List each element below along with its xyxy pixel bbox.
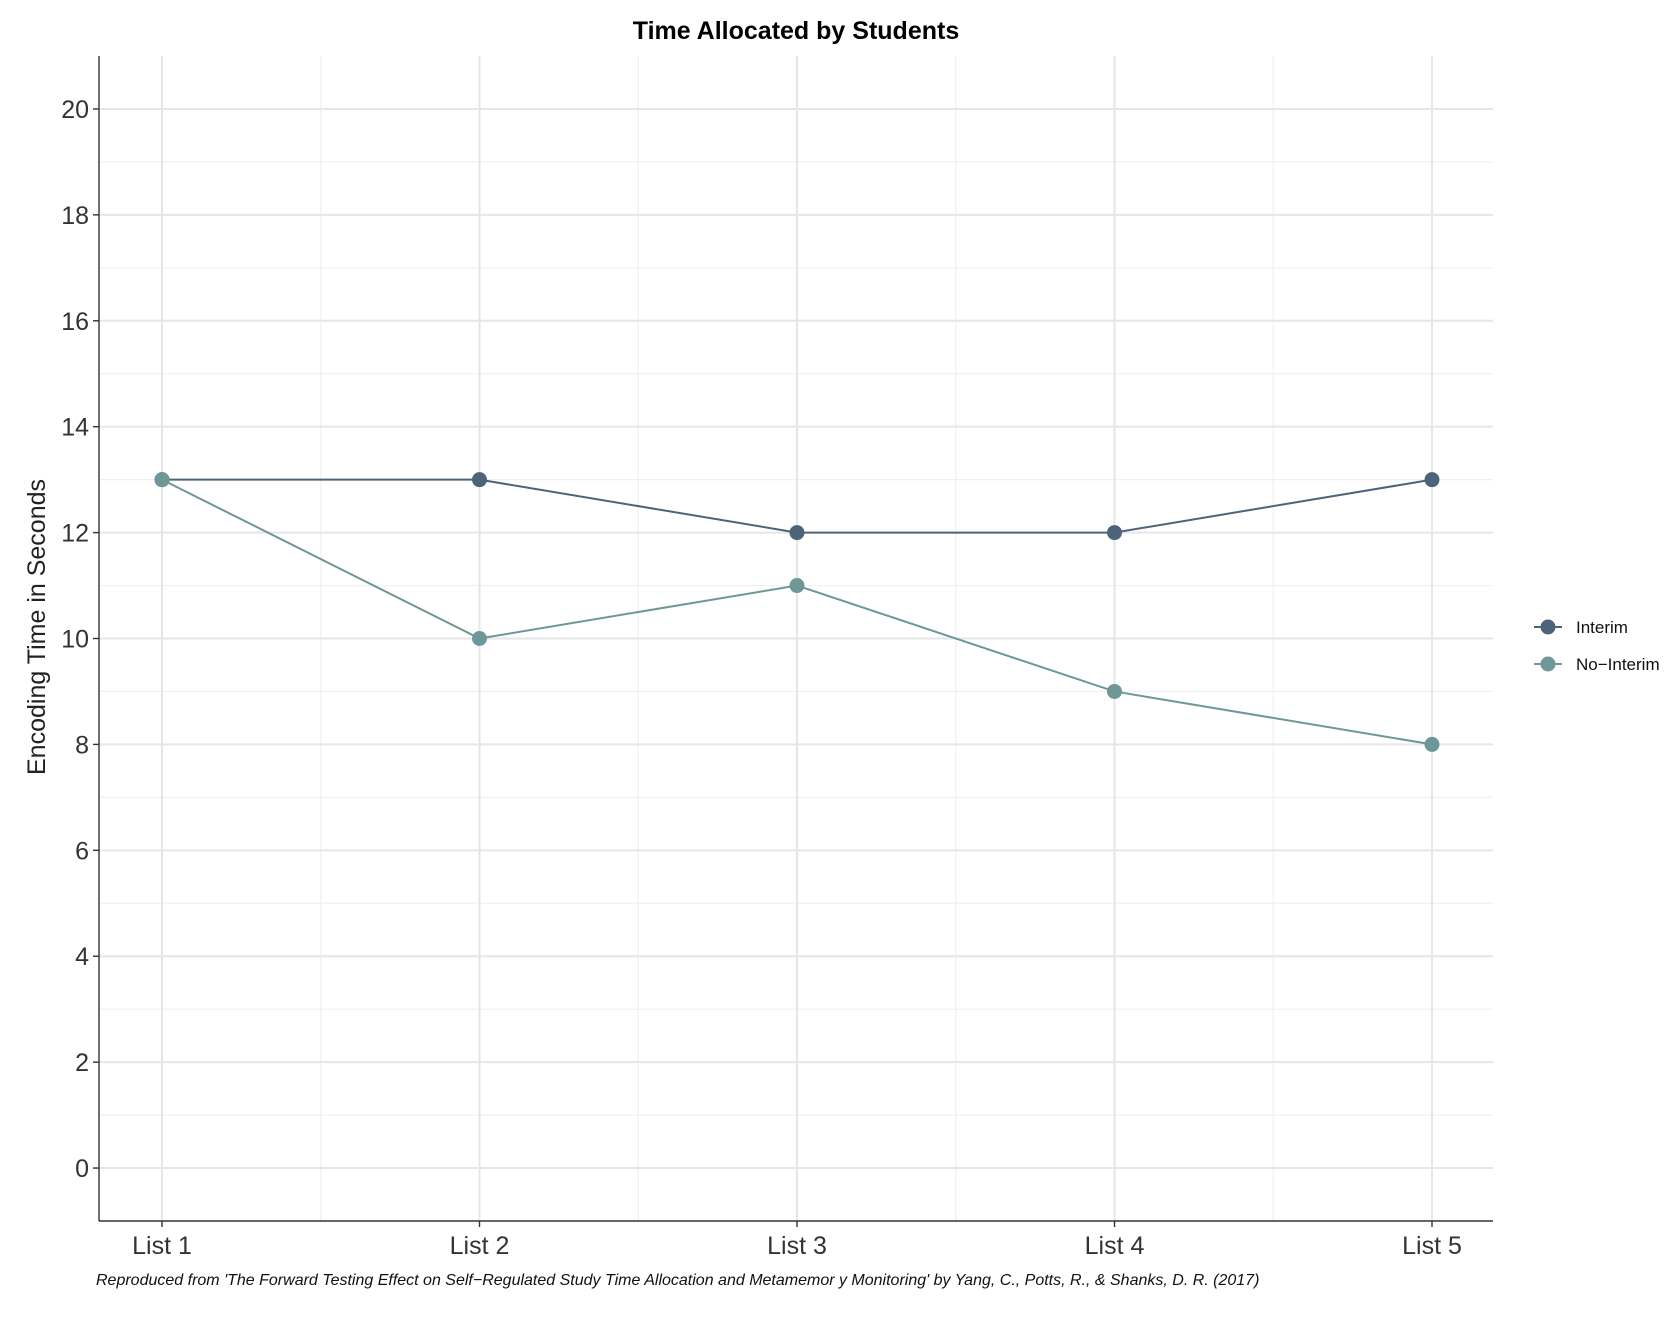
y-tick-label: 8 [75,731,89,759]
source-caption: Reproduced from 'The Forward Testing Eff… [96,1272,1259,1289]
legend-label: No−Interim [1576,655,1660,674]
data-point-series-2 [1107,683,1122,699]
data-point-series-2 [154,472,170,488]
x-axis-ticks: List 1 List 2 List 3 List 4 List 5 [132,1221,1462,1260]
data-point-series-1 [789,525,805,541]
series-layer [154,472,1440,752]
x-tick-label: List 5 [1402,1232,1462,1260]
chart-title: Time Allocated by Students [633,17,959,45]
data-point-series-1 [1424,472,1440,488]
y-tick-label: 0 [75,1155,89,1183]
data-point-series-2 [1424,736,1440,752]
y-tick-label: 20 [61,96,89,124]
y-tick-label: 12 [61,520,89,548]
x-tick-label: List 1 [132,1232,192,1260]
y-tick-label: 18 [61,202,89,230]
y-tick-label: 4 [75,943,89,971]
x-tick-label: List 2 [450,1232,510,1260]
y-tick-label: 2 [75,1049,89,1077]
y-tick-label: 14 [61,414,89,442]
x-tick-label: List 4 [1085,1232,1145,1260]
legend-key-marker [1540,619,1556,635]
x-tick-label: List 3 [767,1232,827,1260]
y-tick-label: 10 [61,626,89,654]
legend: Interim No−Interim [1534,618,1660,674]
grid [99,56,1493,1221]
data-point-series-2 [789,578,805,594]
data-point-series-2 [472,631,487,646]
legend-label: Interim [1576,618,1628,637]
y-tick-label: 6 [75,837,89,865]
y-axis-title: Encoding Time in Seconds [23,479,51,775]
data-point-series-1 [1107,525,1122,541]
data-point-series-1 [472,472,487,488]
legend-key-marker [1540,656,1556,672]
y-axis-ticks: 0 2 4 6 8 10 12 14 16 18 20 [61,96,99,1183]
y-tick-label: 16 [61,308,89,336]
